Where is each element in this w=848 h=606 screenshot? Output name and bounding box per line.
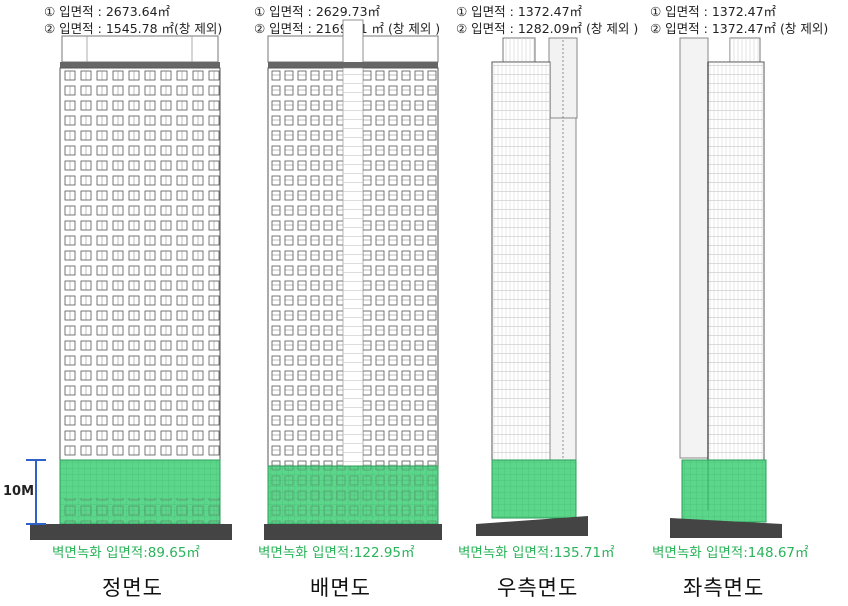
- front-spec: ① 입면적 : 2673.64㎡ ② 입면적 : 1545.78 ㎡(창 제외): [44, 3, 222, 37]
- left-spec-line-1: ① 입면적 : 1372.47㎡: [650, 4, 777, 19]
- right-ground-base: [476, 516, 588, 536]
- back-spec-line-1: ① 입면적 : 2629.73㎡: [254, 4, 381, 19]
- left-ground-base: [670, 518, 782, 538]
- right-spec-line-2: ② 입면적 : 1282.09㎡ (창 제외 ): [456, 21, 639, 36]
- left-spec: ① 입면적 : 1372.47㎡ ② 입면적 : 1372.47㎡ (창 제외): [650, 3, 828, 37]
- front-roof-parapet: [61, 35, 219, 63]
- front-roof-band: [60, 62, 220, 68]
- left-green-area-label: 벽면녹화 입면적:148.67㎡: [652, 545, 809, 561]
- front-elevation: [30, 35, 232, 540]
- front-window-grid: [60, 68, 220, 460]
- scale-bar: [26, 459, 46, 525]
- back-ground-base: [264, 524, 442, 540]
- back-roof-band: [268, 62, 438, 68]
- back-green-area-label: 벽면녹화 입면적:122.95㎡: [258, 545, 415, 561]
- front-elevation-title: 정면도: [102, 576, 163, 600]
- right-spec: ① 입면적 : 1372.47㎡ ② 입면적 : 1282.09㎡ (창 제외 …: [456, 3, 638, 37]
- left-elevation: [670, 37, 782, 538]
- back-elevation: [264, 19, 442, 540]
- right-spec-line-1: ① 입면적 : 1372.47㎡: [456, 4, 583, 19]
- front-spec-line-2: ② 입면적 : 1545.78 ㎡(창 제외): [44, 21, 223, 36]
- right-green-area-label: 벽면녹화 입면적:135.71㎡: [458, 545, 615, 561]
- back-elevation-title: 배면도: [310, 576, 371, 600]
- front-spec-line-1: ① 입면적 : 2673.64㎡: [44, 4, 171, 19]
- front-ground-base: [30, 524, 232, 540]
- right-elevation: [476, 37, 588, 536]
- right-elevation-title: 우측면도: [497, 576, 579, 600]
- left-spec-line-2: ② 입면적 : 1372.47㎡ (창 제외): [650, 21, 829, 36]
- left-elevation-title: 좌측면도: [683, 576, 765, 600]
- front-green-area-label: 벽면녹화 입면적:89.65㎡: [52, 545, 200, 561]
- scale-label: 10M: [3, 484, 35, 499]
